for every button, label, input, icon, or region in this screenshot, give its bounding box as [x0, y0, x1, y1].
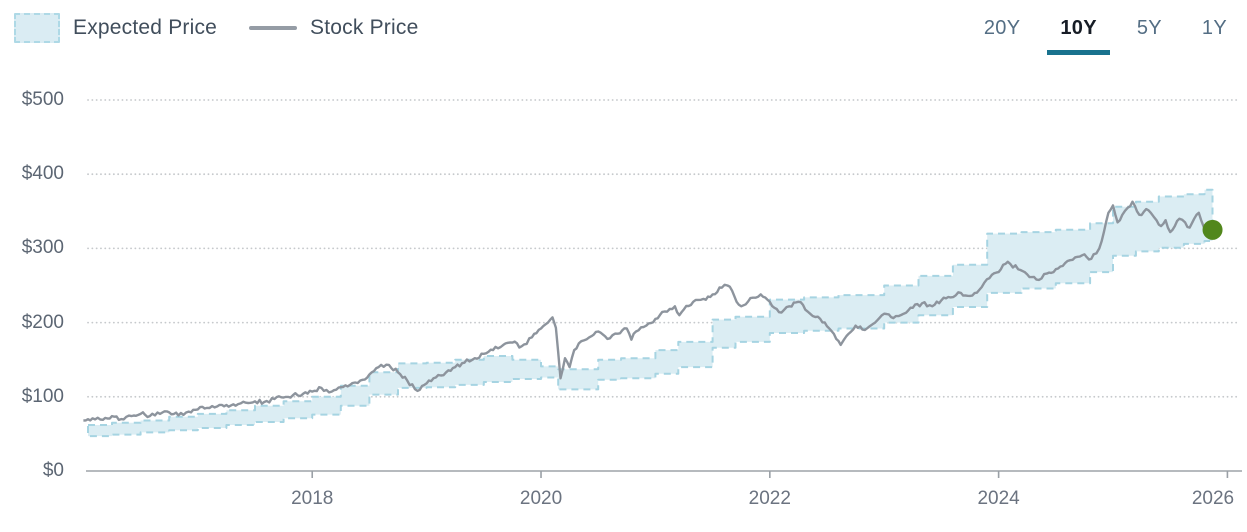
y-axis-label: $500: [21, 89, 64, 110]
range-tab-20y[interactable]: 20Y: [983, 17, 1021, 39]
x-axis-label: 2018: [291, 488, 334, 509]
legend-label-expected-price: Expected Price: [73, 16, 218, 39]
expected-price-band-swatch-icon: [14, 13, 60, 43]
y-axis-label: $100: [21, 385, 64, 407]
y-axis-label: $0: [42, 460, 64, 481]
range-tab-10y-selected[interactable]: 10Y: [1047, 17, 1110, 55]
x-axis-label: 2024: [977, 488, 1020, 509]
stock-price-line: [83, 200, 1214, 422]
y-axis-label: $400: [21, 163, 64, 185]
x-axis-label: 2026: [1191, 488, 1235, 509]
x-axis-label: 2022: [748, 488, 791, 509]
x-axis-label: 2020: [519, 488, 563, 509]
expected-price-band: [87, 188, 1214, 438]
stock-price-line-swatch-icon: [249, 26, 298, 30]
chart-legend: Expected Price Stock Price: [14, 13, 418, 43]
time-range-selector: 20Y 10Y 5Y 1Y: [984, 17, 1227, 55]
legend-label-stock-price: Stock Price: [310, 16, 419, 39]
range-tab-1y[interactable]: 1Y: [1201, 17, 1227, 39]
y-axis-label: $200: [21, 311, 64, 333]
latest-price-marker: [1202, 219, 1223, 240]
y-axis-label: $300: [21, 237, 64, 259]
range-tab-5y[interactable]: 5Y: [1136, 17, 1162, 39]
